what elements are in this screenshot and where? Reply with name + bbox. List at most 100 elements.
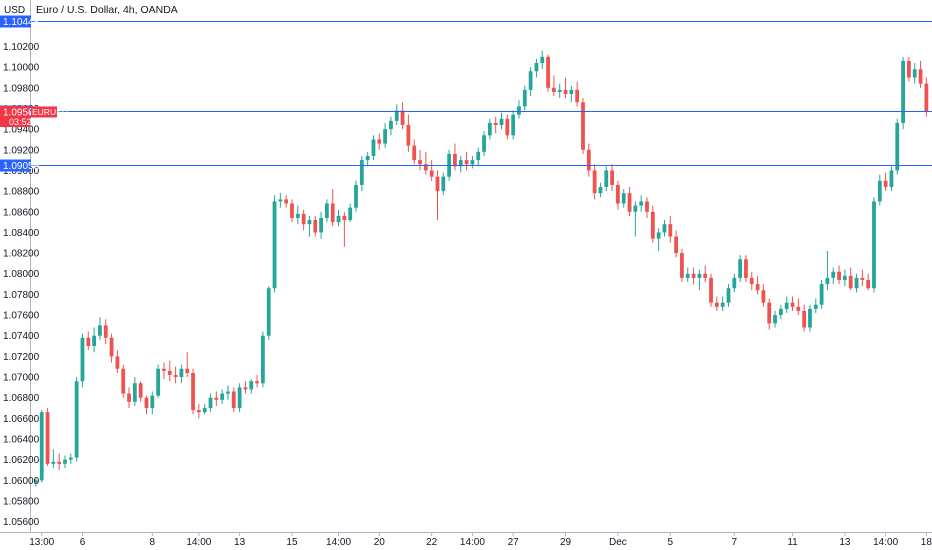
- candle-body: [132, 383, 137, 402]
- candle: [354, 180, 358, 212]
- candle: [709, 273, 713, 307]
- candle-body: [342, 215, 347, 221]
- candle-body: [610, 170, 614, 185]
- candle-body: [435, 176, 440, 192]
- candle-body: [767, 302, 772, 324]
- current-price-label[interactable]: 1.09566 03:52 EURUSD: [0, 105, 68, 127]
- candle-body: [220, 393, 225, 400]
- candle-body: [86, 337, 91, 347]
- candle-body: [808, 308, 812, 328]
- candle: [901, 56, 905, 130]
- candle-body: [185, 368, 190, 373]
- candle: [790, 296, 795, 311]
- candle: [825, 251, 830, 291]
- candle-body: [278, 199, 283, 202]
- candle: [214, 391, 219, 406]
- candle-body: [825, 277, 830, 285]
- candle: [260, 331, 265, 388]
- candle: [842, 269, 847, 287]
- candle: [895, 118, 900, 175]
- candle-body: [319, 217, 323, 233]
- candle-body: [709, 277, 713, 303]
- candle: [522, 85, 527, 111]
- candle: [831, 267, 836, 285]
- candle: [761, 284, 766, 307]
- candle-body: [639, 201, 644, 206]
- candle-body: [68, 457, 73, 460]
- candle: [645, 197, 649, 218]
- candle-body: [144, 397, 149, 409]
- candle-body: [57, 461, 62, 464]
- candle-body: [714, 302, 719, 307]
- candle: [377, 133, 382, 150]
- x-tick-label: 20: [374, 537, 386, 548]
- candle: [389, 116, 393, 136]
- x-tick-label: 14:00: [873, 537, 898, 548]
- x-tick-label: 13:00: [29, 537, 54, 548]
- candle-body: [80, 337, 85, 382]
- candle: [458, 155, 463, 173]
- candle-body: [848, 275, 853, 289]
- candle: [703, 265, 708, 283]
- candle-body: [92, 335, 97, 347]
- candle: [482, 131, 486, 156]
- y-tick-label: 1.07200: [3, 352, 40, 363]
- candle: [34, 478, 38, 487]
- candle: [837, 265, 841, 285]
- candle-body: [546, 56, 550, 88]
- candle: [162, 362, 166, 380]
- level-label-box: [0, 159, 31, 172]
- candle: [249, 379, 254, 394]
- candle: [621, 189, 626, 208]
- level-label: 1.09056: [3, 161, 40, 172]
- candle-body: [458, 160, 463, 167]
- candle-body: [307, 220, 312, 225]
- candle: [359, 155, 364, 192]
- candle: [866, 273, 871, 291]
- y-tick-label: 1.07600: [3, 311, 40, 322]
- x-tick-label: 22: [426, 537, 438, 548]
- candle-body: [738, 259, 743, 278]
- candle: [330, 189, 335, 227]
- candle-body: [202, 408, 207, 413]
- y-tick-label: 1.08600: [3, 207, 40, 218]
- x-tick-label: 14:00: [186, 537, 211, 548]
- candle: [499, 112, 504, 130]
- x-tick-label: 18: [921, 537, 932, 548]
- candle: [616, 180, 620, 210]
- candle-body: [284, 199, 289, 204]
- candle: [429, 160, 434, 181]
- y-axis-panel: [0, 0, 30, 532]
- candle-body: [819, 284, 824, 305]
- candle-body: [493, 122, 498, 125]
- candle: [581, 98, 585, 154]
- candle: [57, 453, 62, 471]
- x-tick-label: 14:00: [460, 537, 485, 548]
- candle-body: [802, 310, 807, 328]
- candle: [423, 151, 428, 175]
- candle: [412, 139, 417, 165]
- candle: [604, 166, 609, 192]
- y-tick-label: 1.07000: [3, 373, 40, 384]
- candle: [150, 391, 155, 415]
- current-price-value: 1.09566: [3, 107, 40, 118]
- candle-body: [418, 160, 422, 165]
- candle-body: [260, 335, 265, 384]
- candle: [912, 63, 917, 84]
- level-label: 1.10448: [3, 17, 40, 28]
- y-tick-label: 1.05800: [3, 497, 40, 508]
- candle-body: [575, 89, 580, 103]
- candle-body: [429, 170, 434, 177]
- y-tick-label: 1.08200: [3, 249, 40, 260]
- candle-body: [231, 391, 236, 409]
- candle-body: [301, 213, 306, 225]
- candle-body: [243, 387, 248, 390]
- candle: [592, 164, 597, 200]
- candle: [255, 374, 259, 388]
- candle: [394, 104, 399, 125]
- candle: [127, 387, 131, 409]
- candle: [697, 269, 702, 291]
- candle: [738, 255, 743, 283]
- currency-label: USD: [4, 5, 25, 16]
